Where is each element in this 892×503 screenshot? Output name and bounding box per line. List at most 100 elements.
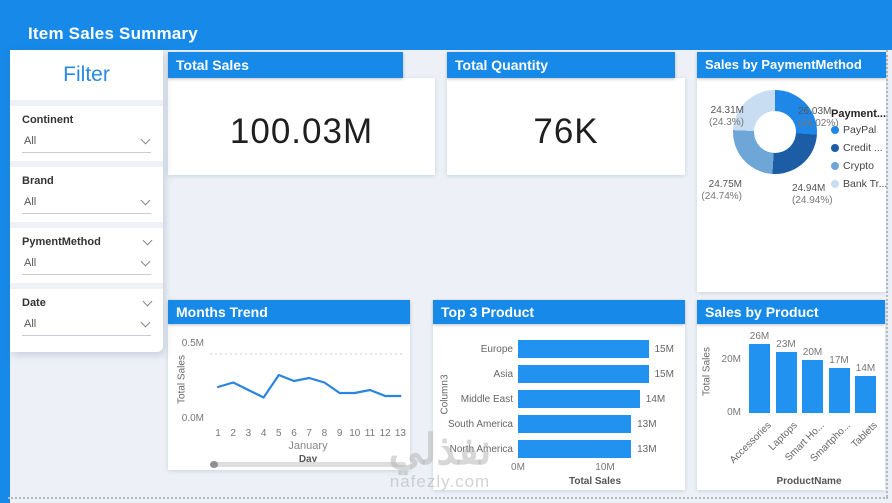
chevron-down-icon <box>140 134 151 144</box>
months-trend-xlabel: Day <box>298 454 318 465</box>
line-x-tick: 4 <box>260 428 267 439</box>
filter-dropdown-pymentmethod[interactable]: All <box>22 254 151 275</box>
chevron-down-icon <box>142 235 153 245</box>
legend-title: Payment... <box>831 108 887 120</box>
legend-item[interactable]: Crypto <box>831 160 887 172</box>
legend-dot-icon <box>831 180 839 188</box>
donut-label-paypal: 26.03M (26.02%) <box>798 106 839 129</box>
hbar-north-america[interactable] <box>518 440 632 458</box>
total-sales-card-header: Total Sales <box>168 52 403 78</box>
product-xlabel: ProductName <box>776 476 842 487</box>
hbar-category-label: Europe <box>480 344 513 355</box>
months-trend-month-label: January <box>288 440 328 452</box>
filter-dropdown-value: All <box>24 257 37 269</box>
donut-label-crypto: 24.75M (24.74%) <box>701 179 742 202</box>
legend-items: PayPal Credit ... Crypto Bank Tr... <box>831 124 887 190</box>
legend-dot-icon <box>831 144 839 152</box>
legend-item[interactable]: Credit ... <box>831 142 887 154</box>
page-border-bottom <box>8 497 888 499</box>
sales-by-paymentmethod-header: Sales by PaymentMethod <box>697 52 886 78</box>
hbar-value-label: 15M <box>654 369 674 380</box>
vbar-smartho[interactable] <box>802 360 823 413</box>
line-x-tick: 3 <box>245 428 252 439</box>
chart-scrollbar[interactable] <box>210 461 406 468</box>
filter-section-brand: Brand All <box>10 167 163 222</box>
filter-label: PymentMethod <box>22 236 101 248</box>
total-sales-card: 100.03M <box>168 78 435 175</box>
top3-product-chart: Column3 Europe 15M Asia 15M Middle East 14M So… <box>433 324 685 490</box>
hbar-category-label: North America <box>449 444 513 455</box>
hbar-value-label: 13M <box>637 444 657 455</box>
hbar-value-label: 13M <box>637 419 657 430</box>
sales-by-product-chart: Total Sales 20M 0M 26M Accessories 23M Lapt… <box>697 324 885 490</box>
filter-dropdown-continent[interactable]: All <box>22 132 151 153</box>
filter-label-row: PymentMethod <box>22 234 153 254</box>
vbar-tablets[interactable] <box>855 375 876 413</box>
donut-legend: Payment... PayPal Credit ... Crypto Bank Tr… <box>831 108 887 196</box>
line-x-tick: 5 <box>276 428 282 439</box>
line-x-tick: 10 <box>349 428 361 439</box>
line-x-tick: 8 <box>321 428 328 439</box>
x-tick-0m: 0M <box>511 462 525 473</box>
y-tick-00m: 0.0M <box>181 413 204 424</box>
filter-dropdown-value: All <box>24 196 37 208</box>
legend-dot-icon <box>831 162 839 170</box>
page-border-right <box>886 50 888 497</box>
app-header: Item Sales Summary <box>0 0 892 50</box>
filter-separator <box>10 161 163 167</box>
line-x-tick: 6 <box>291 428 297 439</box>
hbar-asia[interactable] <box>518 365 649 383</box>
filter-separator <box>10 222 163 228</box>
filter-dropdown-date[interactable]: All <box>22 315 151 336</box>
chevron-down-icon <box>140 317 151 327</box>
hbar-value-label: 14M <box>645 394 666 405</box>
legend-item[interactable]: PayPal <box>831 124 887 136</box>
filter-section-continent: Continent All <box>10 106 163 161</box>
filter-dropdown-value: All <box>24 318 37 330</box>
sales-by-product-header: Sales by Product <box>697 300 885 324</box>
vbar-value-label: 17M <box>829 354 849 366</box>
filter-label-row: Continent <box>22 112 151 132</box>
line-x-tick: 7 <box>306 428 312 439</box>
sales-by-paymentmethod-chart: 26.03M (26.02%) 24.94M (24.94%) 24.75M (24.74… <box>697 78 887 292</box>
payment-donut-chart[interactable] <box>733 90 817 174</box>
vbar-accessories[interactable] <box>749 344 770 413</box>
hbar-value-label: 15M <box>654 344 674 355</box>
total-quantity-value: 76K <box>533 112 599 151</box>
filter-section-pymentmethod: PymentMethod All <box>10 228 163 283</box>
top3-product-header: Top 3 Product <box>433 300 685 324</box>
months-trend-line[interactable] <box>206 338 406 438</box>
vbar-smartpho[interactable] <box>828 367 850 413</box>
hbar-europe[interactable] <box>518 340 649 358</box>
vbar-value-label: 23M <box>776 339 796 351</box>
chevron-down-icon <box>140 195 151 205</box>
filter-label: Date <box>22 297 46 309</box>
vbar-laptops[interactable] <box>775 352 797 413</box>
hbar-category-label: South America <box>447 419 513 430</box>
months-trend-chart: 0.5M 0.0M Total Sales 1 2 3 4 5 6 7 8 9 10 11 12 13 … <box>168 324 410 470</box>
filter-label: Continent <box>22 114 74 126</box>
filter-label-row: Brand <box>22 173 151 193</box>
y-tick-05m: 0.5M <box>181 338 204 349</box>
legend-item[interactable]: Bank Tr... <box>831 178 887 190</box>
donut-label-credit: 24.94M (24.94%) <box>792 183 833 206</box>
months-trend-header: Months Trend <box>168 300 410 324</box>
line-x-tick: 1 <box>215 428 221 439</box>
hbar-middle-east[interactable] <box>518 390 640 408</box>
filter-dropdown-brand[interactable]: All <box>22 193 151 214</box>
scrollbar-thumb[interactable] <box>210 461 218 468</box>
line-x-tick: 9 <box>336 428 343 439</box>
vbar-value-label: 20M <box>802 347 823 358</box>
filter-dropdown-value: All <box>24 135 37 147</box>
vbar-category-label: Accessories <box>727 420 774 466</box>
left-accent-strip <box>0 50 10 503</box>
line-x-tick: 13 <box>394 428 406 439</box>
total-quantity-card: 76K <box>447 78 685 175</box>
hbar-category-label: Asia <box>493 369 513 380</box>
months-trend-ylabel: Total Sales <box>176 355 188 404</box>
hbar-south-america[interactable] <box>518 415 632 433</box>
filter-section-date: Date All <box>10 289 163 344</box>
vbar-category-label: Tablets <box>849 420 880 451</box>
x-tick-10m: 10M <box>595 462 615 473</box>
